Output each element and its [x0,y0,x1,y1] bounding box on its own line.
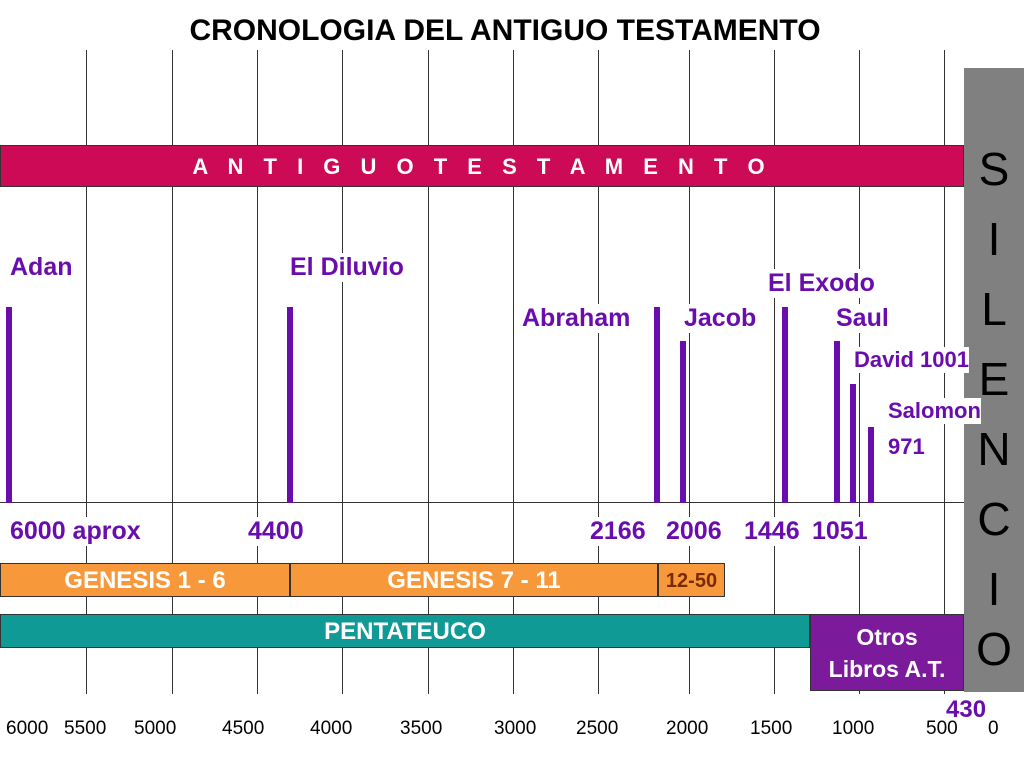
event-bar-adan [6,307,12,503]
silence-letter: N [977,423,1011,475]
antiguo-testamento-bar: A N T I G U O T E S T A M E N T O [0,145,964,187]
grid-line [428,50,429,694]
year-label-exodo: 1446 [744,517,800,546]
silence-letter: O [976,623,1012,675]
silence-letter: E [978,353,1010,405]
axis-tick-label: 5500 [64,718,107,739]
axis-tick-label: 1000 [832,718,875,739]
otros-line2: Libros A.T. [828,656,946,682]
otros-year-label: 430 [946,696,987,723]
event-label-exodo: El Exodo [768,269,875,298]
grid-line-horizontal [0,502,1010,503]
year-label-jacob: 2006 [666,517,722,546]
section-pentateuco: PENTATEUCO [0,614,810,648]
axis-tick-label: 6000 [6,718,49,739]
axis-tick-label: 1500 [750,718,793,739]
silence-letter: I [987,563,1001,615]
silence-letter: S [978,143,1010,195]
axis-tick-label: 5000 [134,718,177,739]
axis-tick-label: 3500 [400,718,443,739]
grid-line [513,50,514,694]
grid-line [689,50,690,694]
event-bar-david [850,384,856,503]
section-genesis-7-11: GENESIS 7 - 11 [290,563,658,597]
axis-tick-label: 2000 [666,718,709,739]
grid-line [774,50,775,694]
axis-tick-label: 2500 [576,718,619,739]
page-title: CRONOLOGIA DEL ANTIGUO TESTAMENTO [189,14,821,47]
event-label-salomon-year: 971 [888,434,925,460]
year-label-abraham: 2166 [590,517,646,546]
axis-tick-label: 4500 [222,718,265,739]
silence-letter: I [987,213,1001,265]
axis-tick-label: 4000 [310,718,353,739]
section-genesis-12-50: 12-50 [658,563,725,597]
event-label-salomon: Salomon [888,398,981,424]
grid-line [86,50,87,694]
event-bar-saul [834,341,840,503]
axis-tick-label: 3000 [494,718,537,739]
section-genesis-1-6: GENESIS 1 - 6 [0,563,290,597]
silence-letter: C [977,493,1011,545]
grid-line [172,50,173,694]
event-bar-diluvio [287,307,293,503]
event-bar-exodo [782,307,788,503]
event-label-saul: Saul [836,304,889,333]
year-label-adan: 6000 aprox [10,517,141,546]
section-otros-libros: Otros Libros A.T. [810,614,964,691]
axis-tick-label: 500 [926,718,958,739]
event-label-adan: Adan [10,253,73,282]
event-bar-abraham [654,307,660,503]
event-label-jacob: Jacob [684,304,757,333]
silence-column: S I L E N C I O [964,68,1024,692]
year-label-diluvio: 4400 [248,517,304,546]
event-label-abraham: Abraham [522,304,631,333]
event-label-david: David 1001 [854,347,969,373]
year-label-saul: 1051 [812,517,868,546]
grid-line [257,50,258,694]
grid-line [598,50,599,694]
event-label-diluvio: El Diluvio [290,253,404,282]
axis-tick-label: 0 [988,718,999,739]
silence-letter: L [981,283,1007,335]
grid-line [342,50,343,694]
event-bar-jacob [680,341,686,503]
event-bar-salomon [868,427,874,503]
otros-line1: Otros [856,624,918,650]
